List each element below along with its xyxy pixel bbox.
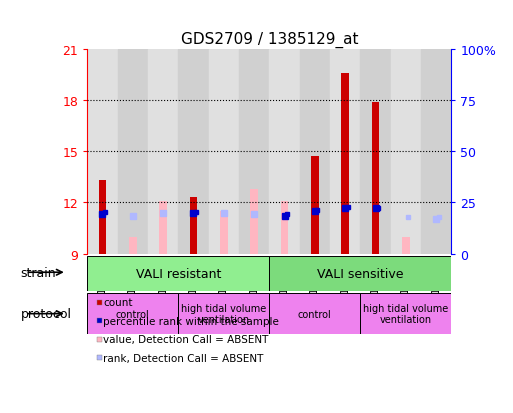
Bar: [117, 50, 148, 254]
Bar: [190, 198, 197, 254]
Bar: [360, 50, 391, 254]
Bar: [209, 50, 239, 254]
Bar: [269, 256, 451, 291]
Bar: [330, 50, 360, 254]
Bar: [239, 50, 269, 254]
Text: rank, Detection Call = ABSENT: rank, Detection Call = ABSENT: [103, 353, 263, 363]
Bar: [402, 237, 410, 254]
Bar: [160, 201, 167, 254]
Text: count: count: [103, 297, 132, 307]
Text: high tidal volume
ventilation: high tidal volume ventilation: [363, 303, 448, 325]
Bar: [311, 157, 319, 254]
Bar: [179, 293, 269, 335]
Bar: [148, 50, 179, 254]
Bar: [250, 189, 258, 254]
Bar: [281, 201, 288, 254]
Bar: [372, 102, 379, 254]
Title: GDS2709 / 1385129_at: GDS2709 / 1385129_at: [181, 32, 358, 48]
Text: percentile rank within the sample: percentile rank within the sample: [103, 316, 279, 326]
Bar: [269, 293, 360, 335]
Bar: [269, 50, 300, 254]
Bar: [421, 50, 451, 254]
Bar: [87, 293, 179, 335]
Text: VALI resistant: VALI resistant: [135, 267, 221, 280]
Bar: [179, 50, 209, 254]
Bar: [300, 50, 330, 254]
Bar: [87, 256, 269, 291]
Bar: [220, 211, 228, 254]
Text: high tidal volume
ventilation: high tidal volume ventilation: [181, 303, 266, 325]
Text: strain: strain: [21, 266, 56, 279]
Bar: [391, 50, 421, 254]
Bar: [360, 293, 451, 335]
Text: control: control: [116, 309, 150, 319]
Text: VALI sensitive: VALI sensitive: [317, 267, 404, 280]
Bar: [87, 50, 117, 254]
Bar: [129, 237, 136, 254]
Text: value, Detection Call = ABSENT: value, Detection Call = ABSENT: [103, 335, 268, 344]
Text: control: control: [298, 309, 332, 319]
Bar: [98, 181, 106, 254]
Bar: [342, 74, 349, 254]
Text: protocol: protocol: [21, 307, 71, 320]
